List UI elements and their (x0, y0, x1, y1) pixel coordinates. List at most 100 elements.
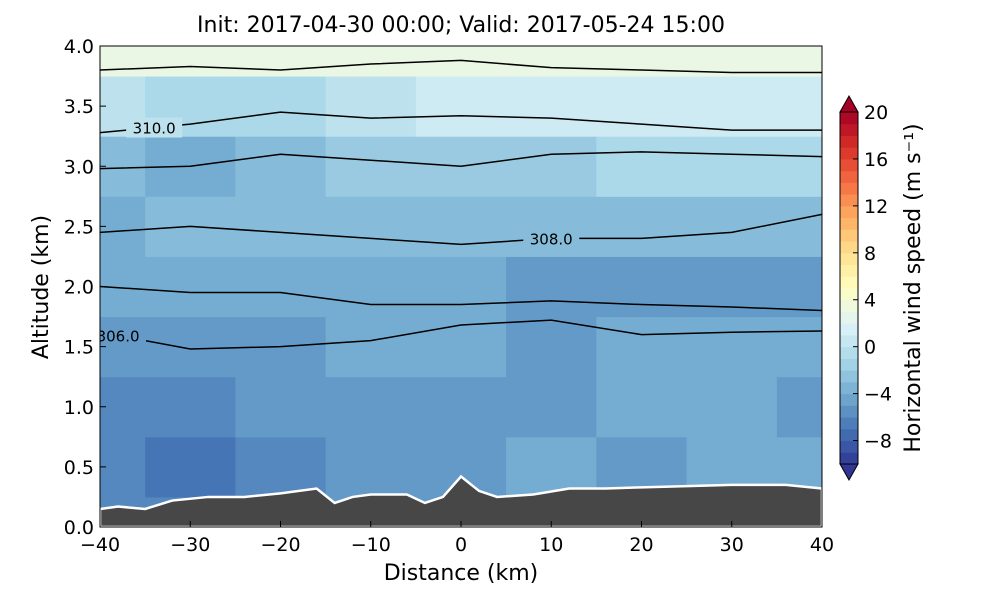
colorbar-tick-label: 0 (864, 337, 876, 359)
y-axis-label: Altitude (km) (29, 215, 54, 359)
field-cell (145, 376, 236, 438)
field-cell (235, 376, 327, 438)
field-cell (145, 436, 236, 498)
colorbar-bin (840, 381, 858, 395)
field-cell (325, 256, 417, 318)
field-cell (596, 376, 688, 438)
field-cell (596, 46, 688, 77)
field-cell (776, 256, 822, 318)
colorbar-bin (840, 241, 858, 254)
y-tick-label: 3.5 (64, 96, 94, 118)
field-cell (776, 136, 822, 197)
field-cell (145, 316, 236, 378)
y-tick-label: 2.0 (64, 277, 94, 299)
x-tick-label: −20 (260, 534, 300, 556)
field-cell (776, 196, 822, 257)
field-cell (100, 436, 146, 498)
contour-line (100, 319, 822, 350)
colorbar-bin (840, 112, 858, 125)
field-cell (235, 46, 327, 77)
colorbar-bin (840, 370, 858, 383)
colorbar-bin (840, 123, 858, 136)
colorbar-tick-label: 4 (864, 290, 876, 312)
contour-label: 310.0 (133, 120, 176, 138)
field-cell (506, 136, 597, 197)
field-cell (415, 256, 507, 318)
contour-line (100, 213, 822, 246)
colorbar-tick-label: −4 (864, 384, 892, 406)
contour-line (100, 285, 822, 312)
contour-line (100, 111, 822, 134)
field-cell (415, 376, 507, 438)
colorbar-tick-label: 20 (864, 102, 888, 124)
colorbar-bin (840, 346, 858, 359)
field-cell (100, 376, 146, 438)
field-cell (506, 316, 597, 378)
colorbar-extend-top (839, 94, 859, 113)
field-cell (776, 316, 822, 378)
field-cell (235, 76, 327, 137)
x-axis-label: Distance (km) (384, 561, 539, 586)
field-cell (776, 76, 822, 137)
contour-line (100, 151, 822, 170)
colorbar-bin (840, 252, 858, 266)
colorbar-bin (840, 299, 858, 312)
field-cell (506, 376, 597, 438)
field-cell (145, 46, 236, 77)
field-cell (506, 76, 597, 137)
colorbar-bin (840, 158, 858, 172)
field-cell (596, 136, 688, 197)
field-cell (325, 76, 417, 137)
chart-title: Init: 2017-04-30 00:00; Valid: 2017-05-2… (197, 13, 725, 38)
colorbar-bin (840, 405, 858, 418)
colorbar-bin (840, 194, 858, 207)
colorbar-bin (840, 147, 858, 160)
field-cell (686, 136, 778, 197)
colorbar-bin (840, 229, 858, 242)
colorbar-tick-label: 12 (864, 196, 888, 218)
colorbar-bin (840, 323, 858, 336)
field-cell (235, 436, 327, 498)
y-tick-label: 2.5 (64, 216, 94, 238)
colorbar-bin (840, 440, 858, 453)
colorbar-bin (840, 452, 858, 465)
field-cell (100, 196, 146, 257)
field-cell (325, 376, 417, 438)
field-cell (596, 196, 688, 257)
colorbar-bin (840, 135, 858, 148)
x-tick-label: −30 (170, 534, 210, 556)
colorbar-bin (840, 428, 858, 442)
colorbar-bin (840, 334, 858, 348)
contour-label: 308.0 (530, 230, 573, 248)
colorbar-tick-label: 8 (864, 243, 876, 265)
field-cell (686, 316, 778, 378)
field-cell (235, 136, 327, 197)
colorbar-bin (840, 205, 858, 219)
x-tick-label: 20 (629, 534, 653, 556)
field-cell (325, 316, 417, 378)
colorbar-bin (840, 182, 858, 195)
y-tick-label: 4.0 (64, 36, 94, 58)
x-tick-label: 30 (720, 534, 744, 556)
colorbar-extend-bottom (839, 463, 859, 482)
field-cell (506, 256, 597, 318)
colorbar-bin (840, 217, 858, 230)
contour-label-bg (100, 325, 147, 346)
colorbar-bin (840, 170, 858, 183)
y-tick-label: 1.0 (64, 397, 94, 419)
field-cell (596, 76, 688, 137)
field-cell (596, 316, 688, 378)
x-tick-label: 0 (455, 534, 467, 556)
field-cell (100, 46, 146, 77)
field-cell (686, 376, 778, 438)
x-tick-label: 40 (810, 534, 834, 556)
y-tick-label: 3.0 (64, 156, 94, 178)
field-cell (596, 256, 688, 318)
colorbar-bin (840, 311, 858, 324)
contour-label-bg (523, 228, 580, 249)
colorbar-label: Horizontal wind speed (m s⁻¹) (901, 123, 926, 452)
field-cell (415, 196, 507, 257)
colorbar-bin (840, 264, 858, 277)
field-cell (145, 256, 236, 318)
